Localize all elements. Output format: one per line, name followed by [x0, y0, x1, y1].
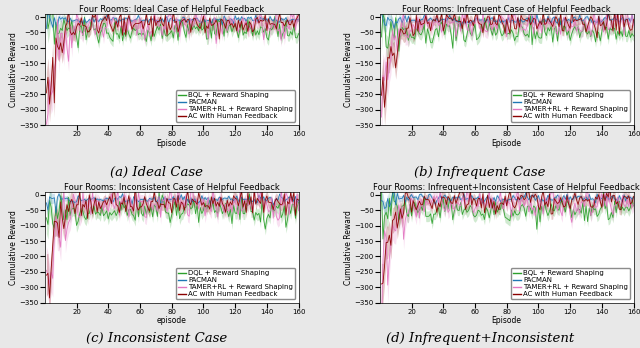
Text: (d) Infrequent+Inconsistent: (d) Infrequent+Inconsistent [386, 332, 574, 345]
Legend: BQL + Reward Shaping, PACMAN, TAMER+RL + Reward Shaping, AC with Human Feedback: BQL + Reward Shaping, PACMAN, TAMER+RL +… [511, 268, 630, 299]
Title: Four Rooms: Ideal Case of Helpful Feedback: Four Rooms: Ideal Case of Helpful Feedba… [79, 5, 264, 14]
Text: (c) Inconsistent Case: (c) Inconsistent Case [86, 332, 227, 345]
X-axis label: Episode: Episode [492, 316, 522, 325]
Legend: BQL + Reward Shaping, PACMAN, TAMER+RL + Reward Shaping, AC with Human Feedback: BQL + Reward Shaping, PACMAN, TAMER+RL +… [175, 90, 295, 121]
Title: Four Rooms: Infrequent+Inconsistent Case of Helpful Feedback: Four Rooms: Infrequent+Inconsistent Case… [373, 183, 640, 192]
Y-axis label: Cumulative Reward: Cumulative Reward [344, 210, 353, 285]
Y-axis label: Cumulative Reward: Cumulative Reward [344, 32, 353, 107]
X-axis label: episode: episode [157, 316, 187, 325]
Y-axis label: Cumulative Reward: Cumulative Reward [9, 32, 18, 107]
Legend: BQL + Reward Shaping, PACMAN, TAMER+RL + Reward Shaping, AC with Human Feedback: BQL + Reward Shaping, PACMAN, TAMER+RL +… [511, 90, 630, 121]
X-axis label: Episode: Episode [157, 139, 187, 148]
Text: (a) Ideal Case: (a) Ideal Case [110, 166, 204, 179]
Title: Four Rooms: Inconsistent Case of Helpful Feedback: Four Rooms: Inconsistent Case of Helpful… [64, 183, 280, 192]
Text: (b) Infrequent Case: (b) Infrequent Case [414, 166, 546, 179]
X-axis label: Episode: Episode [492, 139, 522, 148]
Title: Four Rooms: Infrequent Case of Helpful Feedback: Four Rooms: Infrequent Case of Helpful F… [403, 5, 611, 14]
Y-axis label: Cumulative Reward: Cumulative Reward [9, 210, 18, 285]
Legend: DQL + Reward Shaping, PACMAN, TAMER+RL + Reward Shaping, AC with Human Feedback: DQL + Reward Shaping, PACMAN, TAMER+RL +… [175, 268, 295, 299]
